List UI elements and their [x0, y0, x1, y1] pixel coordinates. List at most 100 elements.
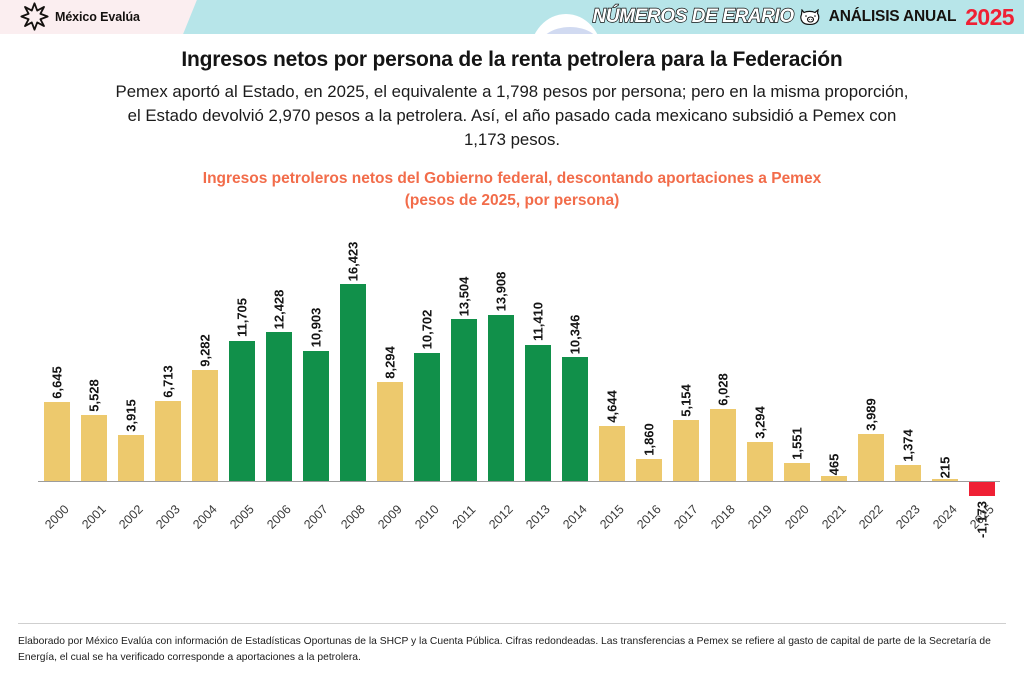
- bar[interactable]: [154, 400, 181, 482]
- bar-slot: 6,645: [38, 226, 75, 552]
- bar-slot: 13,504: [445, 226, 482, 552]
- bar[interactable]: [524, 344, 551, 482]
- x-tick-label: 2010: [411, 502, 442, 533]
- bar-value-label: 3,989: [863, 397, 878, 431]
- header-band: México Evalúa NÚMEROS DE ERARIO ANÁLISIS…: [0, 0, 1024, 34]
- bar[interactable]: [450, 319, 477, 482]
- x-tick-label: 2015: [596, 502, 627, 533]
- bar[interactable]: [117, 434, 144, 482]
- bar-slot: -1,173: [963, 226, 1000, 552]
- bar-value-label: 465: [826, 453, 841, 475]
- bar-slot: 215: [926, 226, 963, 552]
- bar-slot: 5,528: [75, 226, 112, 552]
- bar-slot: 11,410: [519, 226, 556, 552]
- x-tick-label: 2014: [559, 502, 590, 533]
- x-tick-label: 2000: [41, 502, 72, 533]
- x-tick-label: 2001: [78, 502, 109, 533]
- bar-value-label: 13,504: [456, 276, 471, 317]
- x-tick-label: 2024: [929, 502, 960, 533]
- x-tick-label: 2003: [152, 502, 183, 533]
- bar-value-label: 16,423: [345, 241, 360, 282]
- bar[interactable]: [228, 341, 255, 482]
- bar[interactable]: [931, 478, 958, 482]
- bar-slot: 4,644: [593, 226, 630, 552]
- bar[interactable]: [487, 314, 514, 482]
- bar-value-label: 11,410: [530, 301, 545, 341]
- bar-slot: 16,423: [334, 226, 371, 552]
- x-tick: 2000: [38, 488, 75, 558]
- x-tick: 2023: [889, 488, 926, 558]
- bar-value-label: 8,294: [382, 346, 397, 379]
- x-tick-label: 2006: [263, 502, 294, 533]
- bar-value-label: 215: [937, 456, 952, 478]
- bar[interactable]: [339, 284, 366, 482]
- bar-slot: 12,428: [260, 226, 297, 552]
- pig-icon: [799, 8, 820, 25]
- x-tick-label: 2005: [226, 502, 257, 533]
- x-tick: 2025: [963, 488, 1000, 558]
- x-tick-label: 2020: [781, 502, 812, 533]
- bar-value-label: 11,705: [234, 298, 249, 338]
- titles-block: Ingresos netos por persona de la renta p…: [0, 34, 1024, 212]
- bar-value-label: 6,713: [160, 365, 175, 398]
- bar[interactable]: [968, 481, 995, 496]
- bar[interactable]: [820, 475, 847, 482]
- bar[interactable]: [191, 370, 218, 482]
- bar[interactable]: [672, 419, 699, 482]
- bar[interactable]: [80, 415, 107, 482]
- brand-logo[interactable]: México Evalúa: [20, 2, 140, 31]
- x-tick-label: 2016: [633, 502, 664, 533]
- x-tick: 2001: [75, 488, 112, 558]
- bar[interactable]: [746, 441, 773, 482]
- x-tick: 2022: [852, 488, 889, 558]
- bar[interactable]: [598, 425, 625, 482]
- x-tick: 2008: [334, 488, 371, 558]
- bar-value-label: 6,028: [715, 373, 730, 406]
- bar-slot: 5,154: [667, 226, 704, 552]
- bar[interactable]: [302, 350, 329, 482]
- bar-slot: 1,551: [778, 226, 815, 552]
- bar-value-label: 1,860: [641, 423, 656, 456]
- starburst-icon: [20, 2, 49, 31]
- x-axis: 2000 2001 2002 2003 2004 2005 2006 2007 2008 2009…: [38, 488, 1000, 558]
- bar[interactable]: [894, 465, 921, 482]
- x-tick-label: 2025: [966, 502, 997, 533]
- bar-value-label: 5,154: [678, 383, 693, 417]
- x-tick-label: 2009: [374, 502, 405, 533]
- x-tick-label: 2018: [707, 502, 738, 533]
- brand-logo-text: México Evalúa: [55, 9, 140, 24]
- x-tick-label: 2004: [189, 502, 220, 533]
- brand-analisis-text: ANÁLISIS ANUAL: [828, 8, 957, 25]
- bar-slot: 10,346: [556, 226, 593, 552]
- x-tick: 2011: [445, 488, 482, 558]
- bar-value-label: 10,346: [567, 314, 582, 354]
- bar[interactable]: [376, 381, 403, 482]
- bar-value-label: 10,903: [308, 307, 323, 348]
- page-subtitle: Pemex aportó al Estado, en 2025, el equi…: [115, 82, 909, 149]
- bar-group: 6,645 5,528 3,915 6,713 9,282 11,705 12,428 10,…: [38, 226, 1000, 552]
- brand-numeros-text: NÚMEROS DE ERARIO: [592, 5, 795, 27]
- bar-value-label: 5,528: [86, 379, 101, 412]
- bar[interactable]: [413, 353, 440, 482]
- bar[interactable]: [709, 409, 736, 482]
- bar-value-label: 9,282: [197, 334, 212, 367]
- bar[interactable]: [783, 462, 810, 482]
- x-tick: 2002: [112, 488, 149, 558]
- x-tick: 2018: [704, 488, 741, 558]
- bar[interactable]: [857, 433, 884, 482]
- bar[interactable]: [43, 401, 70, 482]
- x-tick-label: 2007: [300, 502, 331, 533]
- x-tick: 2017: [667, 488, 704, 558]
- x-tick: 2003: [149, 488, 186, 558]
- x-tick-label: 2022: [855, 502, 886, 533]
- bar-slot: 1,374: [889, 226, 926, 552]
- bar-slot: 13,908: [482, 226, 519, 552]
- bar-value-label: 13,908: [493, 271, 508, 312]
- bar[interactable]: [635, 459, 662, 482]
- bar[interactable]: [265, 332, 292, 482]
- x-tick: 2016: [630, 488, 667, 558]
- x-tick: 2013: [519, 488, 556, 558]
- page-title: Ingresos netos por persona de la renta p…: [181, 48, 843, 71]
- bar[interactable]: [561, 357, 588, 482]
